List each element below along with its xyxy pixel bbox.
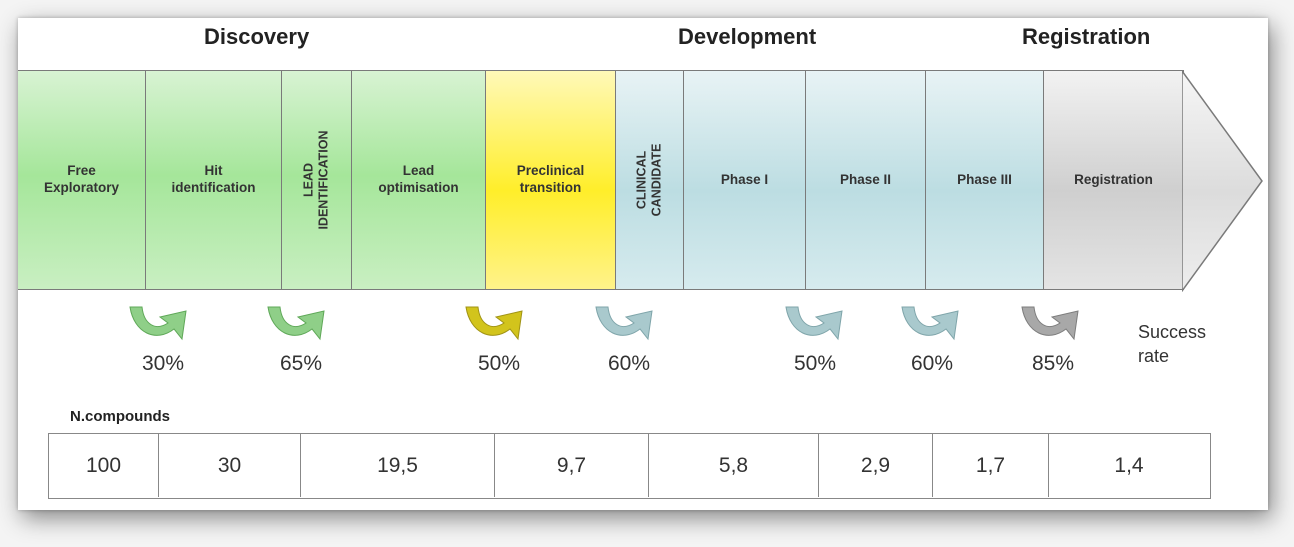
curved-arrow-icon [267, 306, 325, 341]
phase-header-discovery: Discovery [204, 24, 310, 49]
stage-label: LEAD IDENTIFICATION [301, 130, 331, 230]
stage-preclinical-transition: Preclinical transition [486, 70, 616, 290]
stage-lead-identification: LEAD IDENTIFICATION [282, 70, 352, 290]
stage-clinical-candidate: CLINICAL CANDIDATE [616, 70, 684, 290]
compounds-cell: 2,9 [819, 434, 933, 497]
compounds-cell: 5,8 [649, 434, 819, 497]
arrow-shape [267, 306, 325, 341]
stage-label: Phase II [839, 171, 892, 187]
stage-label: Phase III [957, 171, 1012, 187]
stage-registration: Registration [1044, 70, 1184, 290]
stage-label: Hit identification [171, 163, 256, 195]
compounds-cell: 9,7 [495, 434, 649, 497]
stage-label: Registration [1074, 171, 1153, 187]
pipeline-bar: Free Exploratory Hit identification LEAD… [18, 70, 1268, 292]
stage-free-exploratory: Free Exploratory [18, 70, 146, 290]
arrow-shape [785, 306, 843, 341]
success-rate-value: 85% [1032, 352, 1075, 375]
compounds-cell: 1,7 [933, 434, 1049, 497]
success-rate-value: 50% [478, 352, 521, 375]
pipeline-arrow-tip-icon [1182, 70, 1263, 292]
stage-label: Lead optimisation [378, 163, 459, 195]
stage-phase-3: Phase III [926, 70, 1044, 290]
pipeline-diagram: Discovery Development Registration Free … [18, 18, 1268, 510]
success-rate-value: 65% [280, 352, 323, 375]
compounds-table: 100 30 19,5 9,7 5,8 2,9 1,7 1,4 [48, 433, 1211, 499]
curved-arrow-icon [901, 306, 959, 341]
curved-arrow-icon [785, 306, 843, 341]
compounds-cell: 1,4 [1114, 453, 1144, 477]
phase-header-registration: Registration [1022, 24, 1151, 49]
compounds-cell: 30 [159, 434, 301, 497]
success-rate-value: 50% [794, 352, 837, 375]
success-rate-value: 30% [142, 352, 185, 375]
stage-label: Free Exploratory [43, 163, 120, 195]
curved-arrow-icon [595, 306, 653, 341]
compounds-label: N.compounds [70, 408, 170, 425]
curved-arrow-icon [465, 306, 523, 341]
curved-arrow-icon [129, 306, 187, 341]
stage-hit-identification: Hit identification [146, 70, 282, 290]
stage-lead-optimisation: Lead optimisation [352, 70, 486, 290]
stage-phase-1: Phase I [684, 70, 806, 290]
success-rate-value: 60% [608, 352, 651, 375]
curved-arrow-icon [1021, 306, 1079, 341]
arrow-shape [595, 306, 653, 341]
compounds-cell: 100 [49, 434, 159, 497]
arrow-shape [1021, 306, 1079, 341]
phase-header-development: Development [678, 24, 817, 49]
compounds-cell: 19,5 [301, 434, 495, 497]
stage-label: Phase I [720, 171, 769, 187]
stage-label: Preclinical transition [516, 163, 585, 195]
arrow-shape [465, 306, 523, 341]
stage-label: CLINICAL CANDIDATE [634, 143, 664, 217]
stage-phase-2: Phase II [806, 70, 926, 290]
arrow-shape [129, 306, 187, 341]
arrow-shape [901, 306, 959, 341]
success-rate-value: 60% [911, 352, 954, 375]
success-rate-label: Success rate [1138, 322, 1207, 367]
